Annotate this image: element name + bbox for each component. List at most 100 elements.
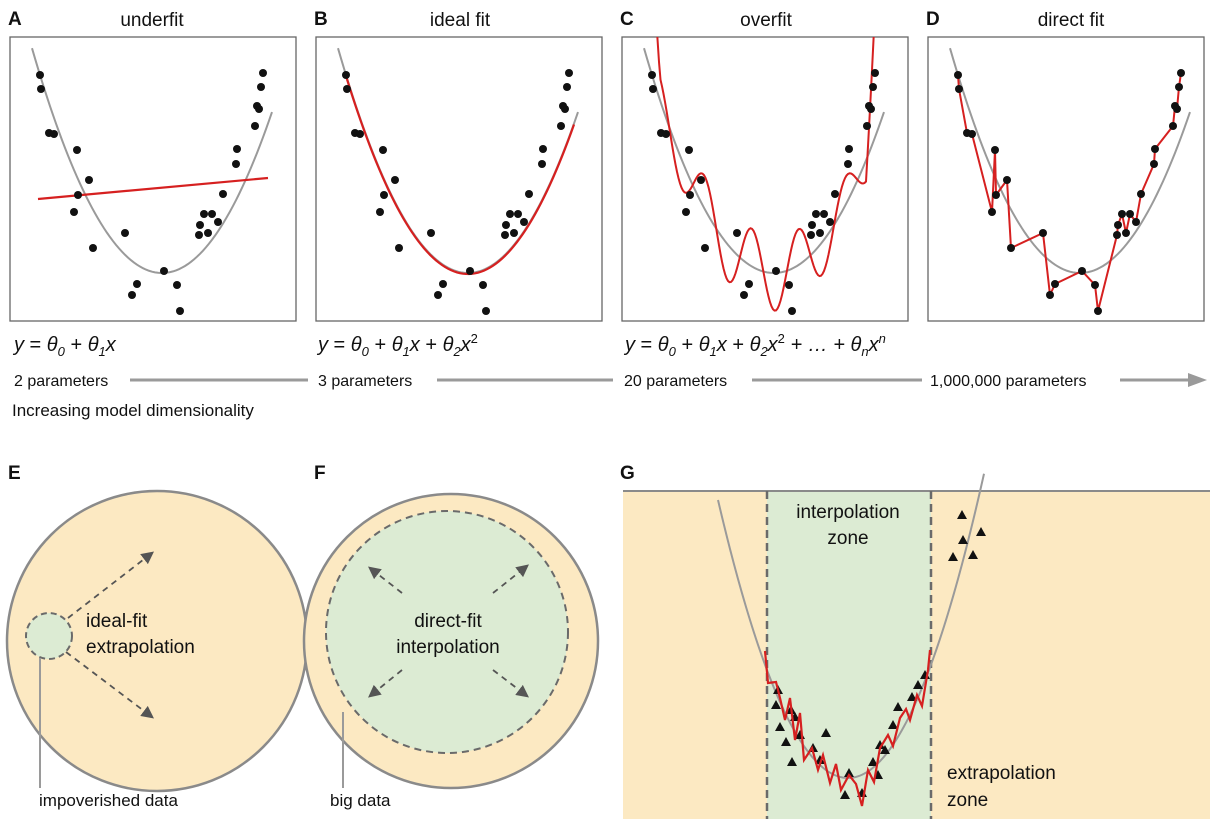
data-point [343,85,351,93]
panel-f-arrow-ne [492,564,529,594]
data-point [376,208,384,216]
data-point [740,291,748,299]
true-curve [949,47,1191,274]
data-point [565,69,573,77]
panel-f-label-line2: interpolation [396,637,500,658]
axis-arrow-head [1188,373,1207,387]
data-triangle [771,700,781,709]
data-point [195,231,203,239]
data-point [204,229,212,237]
data-point [772,267,780,275]
data-point [520,218,528,226]
data-point [831,190,839,198]
data-point [85,176,93,184]
data-point [380,191,388,199]
data-point [356,130,364,138]
data-point [733,229,741,237]
data-point [525,190,533,198]
data-point [342,71,350,79]
data-point [89,244,97,252]
panel-e-sample-region [25,612,73,660]
panel-c-plot [643,37,885,315]
direct-fit-line-g [763,649,932,807]
panel-c-letter: C [620,9,634,30]
data-point [501,231,509,239]
data-point [214,218,222,226]
data-point [871,69,879,77]
data-point [257,83,265,91]
data-point [682,208,690,216]
param-label-3: 3 parameters [318,373,412,390]
dimensionality-axis: 2 parameters 3 parameters 20 parameters … [12,373,1207,420]
panel-d-title: direct fit [1038,10,1105,31]
data-point [820,210,828,218]
data-point [160,267,168,275]
data-point [251,122,259,130]
panel-f-label-line1: direct-fit [414,611,482,632]
data-point [648,71,656,79]
data-point [1113,231,1121,239]
data-point [557,122,565,130]
data-point [208,210,216,218]
panel-e-label-line1: ideal-fit [86,611,148,632]
data-point [259,69,267,77]
data-point [133,280,141,288]
panel-d-plot [949,47,1191,315]
data-point [955,85,963,93]
data-point [1039,229,1047,237]
data-triangle [875,740,885,749]
data-triangle [775,722,785,731]
panel-g-extrap-line2: zone [947,790,988,811]
data-point [559,102,567,110]
data-point [563,83,571,91]
param-label-20: 20 parameters [624,373,727,390]
data-point [482,307,490,315]
data-triangle [880,745,890,754]
data-point [988,208,996,216]
panel-b: B ideal fit [314,9,603,322]
data-point [379,146,387,154]
plot-clip-group [337,47,579,276]
panel-b-title: ideal fit [430,10,491,31]
panel-c-frame [621,36,909,322]
data-point [1177,69,1185,77]
panel-f: F direct-fit interpolation big data [302,463,600,810]
data-point [863,122,871,130]
data-point [391,176,399,184]
data-point [502,221,510,229]
data-point [812,210,820,218]
data-point [1091,281,1099,289]
panel-g-extrap-line1: extrapolation [947,763,1056,784]
data-point [73,146,81,154]
data-point [968,130,976,138]
panel-d: D direct fit [926,9,1205,322]
data-point [745,280,753,288]
param-label-1m: 1,000,000 parameters [930,373,1087,390]
data-point [539,145,547,153]
data-point [196,221,204,229]
data-point [807,231,815,239]
data-point [200,210,208,218]
data-point [816,229,824,237]
data-point [1137,190,1145,198]
data-point [253,102,261,110]
data-point [845,145,853,153]
data-point [1003,176,1011,184]
data-point [1007,244,1015,252]
data-point [826,218,834,226]
data-point [808,221,816,229]
panel-f-arrow-se [492,669,530,698]
data-point [70,208,78,216]
data-point [36,71,44,79]
panel-b-letter: B [314,9,328,30]
data-point [865,102,873,110]
data-point [176,307,184,315]
data-point [697,176,705,184]
data-triangle [787,757,797,766]
panel-b-frame [315,36,603,322]
panel-f-arrow-nw [368,566,403,594]
data-point [510,229,518,237]
data-point [395,244,403,252]
data-point [479,281,487,289]
true-curve [31,47,273,274]
